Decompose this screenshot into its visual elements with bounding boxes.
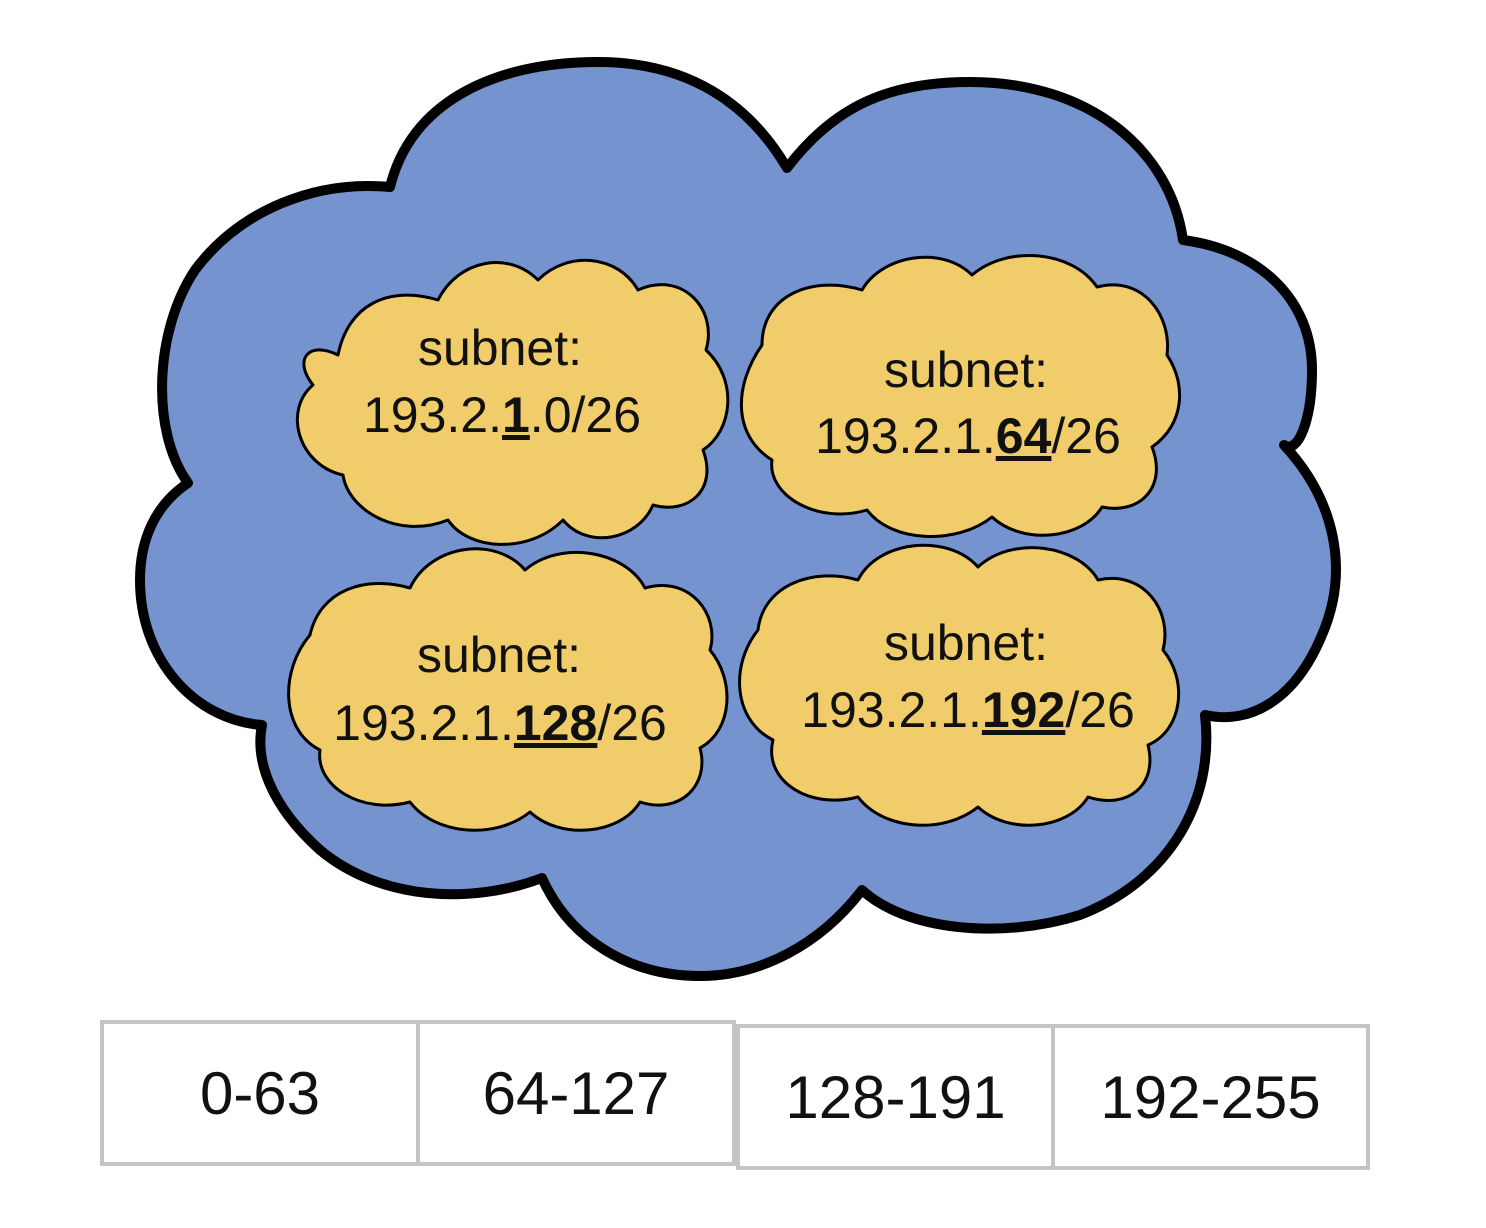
subnet-3-suffix: /26 — [597, 695, 667, 751]
subnet-cloud-1: subnet: 193.2.1.0/26 — [295, 258, 730, 546]
subnet-4-highlight: 192 — [982, 682, 1065, 738]
subnet-1-address: 193.2.1.0/26 — [363, 387, 641, 443]
subnet-1-heading: subnet: — [418, 320, 582, 376]
subnet-cloud-4: subnet: 193.2.1.192/26 — [738, 543, 1181, 827]
subnet-4-heading: subnet: — [884, 615, 1048, 671]
range-table-right: 128-191 192-255 — [736, 1024, 1370, 1170]
subnet-2-suffix: /26 — [1051, 408, 1121, 464]
subnet-1-suffix: .0/26 — [530, 387, 641, 443]
subnet-3-heading: subnet: — [417, 627, 581, 683]
subnet-3-address: 193.2.1.128/26 — [333, 695, 667, 751]
network-cloud — [135, 57, 1341, 981]
subnet-cloud-2: subnet: 193.2.1.64/26 — [739, 254, 1181, 538]
subnet-3-prefix: 193.2.1. — [333, 695, 514, 751]
range-table-left: 0-63 64-127 — [100, 1020, 736, 1166]
subnet-2-highlight: 64 — [996, 408, 1052, 464]
subnet-4-address: 193.2.1.192/26 — [801, 682, 1135, 738]
subnet-2-address: 193.2.1.64/26 — [815, 408, 1121, 464]
subnet-cloud-1-shape — [295, 258, 730, 546]
range-cell-3: 128-191 — [785, 1063, 1006, 1131]
subnet-4-prefix: 193.2.1. — [801, 682, 982, 738]
subnet-cloud-2-shape — [739, 254, 1181, 538]
subnet-cloud-4-shape — [738, 543, 1181, 827]
subnet-3-highlight: 128 — [514, 695, 597, 751]
subnet-4-suffix: /26 — [1065, 682, 1135, 738]
subnet-cloud-3-shape — [287, 547, 729, 832]
subnet-cloud-3: subnet: 193.2.1.128/26 — [287, 547, 729, 832]
range-cell-1: 0-63 — [199, 1059, 321, 1127]
subnet-2-heading: subnet: — [884, 342, 1048, 398]
subnet-1-highlight: 1 — [502, 387, 530, 443]
range-cell-2: 64-127 — [416, 1024, 732, 1162]
subnet-2-prefix: 193.2.1. — [815, 408, 996, 464]
subnet-1-prefix: 193.2. — [363, 387, 502, 443]
range-cell-4: 192-255 — [1051, 1028, 1366, 1166]
